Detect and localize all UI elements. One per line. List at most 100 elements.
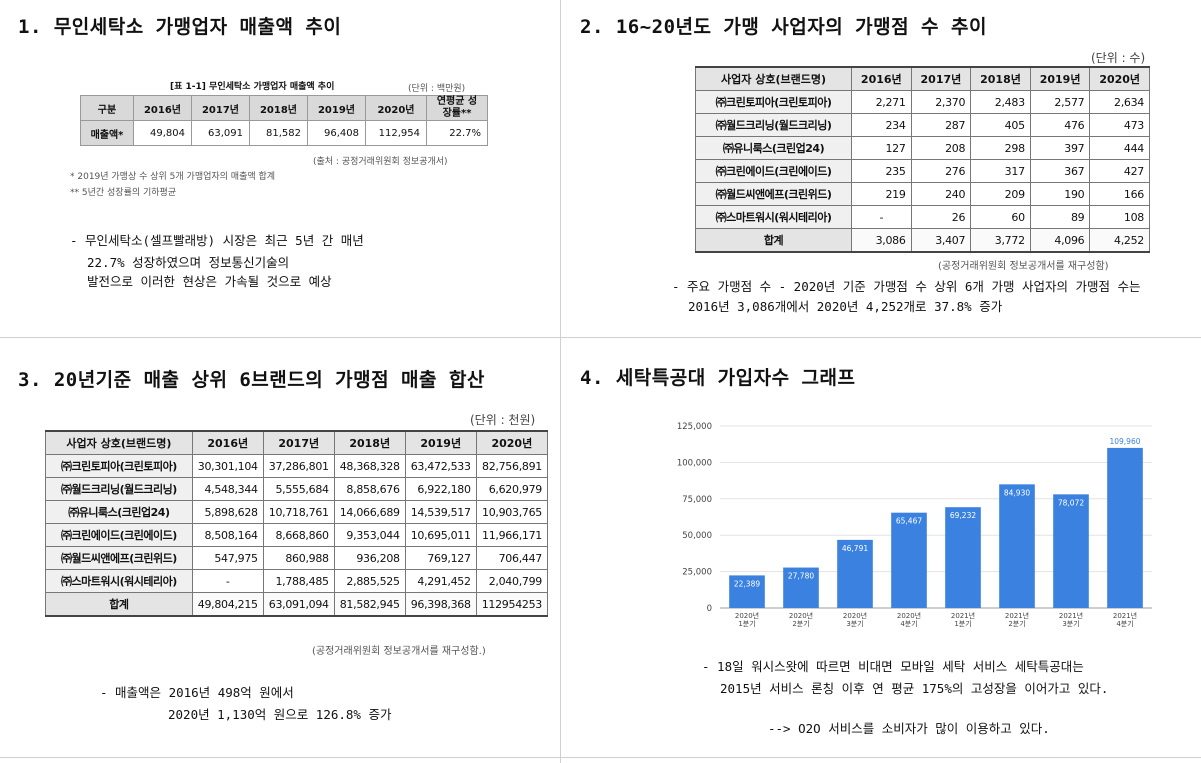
bar-value-label: 22,389 — [734, 579, 760, 588]
bar — [945, 507, 981, 608]
section2-source: (공정거래위원회 정보공개서를 재구성함) — [938, 261, 1109, 272]
table-header-cell: 2016년 — [133, 95, 192, 121]
table-cell: 11,966,171 — [475, 523, 549, 547]
table-cell: ㈜월드씨앤에프(크린위드) — [695, 182, 852, 206]
table-header-row: 사업자 상호(브랜드명) 2016년 2017년 2018년 2019년 202… — [45, 430, 549, 455]
section3-source: (공정거래위원회 정보공개서를 재구성함.) — [312, 646, 486, 657]
table-cell: 209 — [970, 182, 1031, 206]
x-tick-label: 2021년 — [1005, 611, 1029, 620]
table-cell: 473 — [1089, 113, 1150, 137]
table-cell: 22.7% — [426, 120, 488, 146]
bar — [729, 575, 765, 608]
x-tick-label: 3분기 — [1062, 619, 1079, 628]
section2-unit: (단위 : 수) — [1091, 51, 1146, 65]
table-cell: 2,370 — [910, 90, 972, 114]
table-cell: 49,804 — [133, 120, 192, 146]
y-tick-label: 125,000 — [677, 422, 712, 432]
table-row: ㈜스마트워시(워시테리아) -1,788,485 2,885,525 4,291,45… — [45, 569, 549, 593]
table-row: ㈜크린토피아(크린토피아) 2,271 2,370 2,483 2,577 2,634 — [695, 90, 1150, 114]
table-cell: 82,756,891 — [475, 454, 549, 478]
table-cell: 547,975 — [191, 546, 264, 570]
x-tick-label: 2021년 — [951, 611, 975, 620]
bar-value-label: 78,072 — [1058, 498, 1084, 507]
table-cell: 427 — [1089, 159, 1150, 183]
x-tick-label: 2021년 — [1059, 611, 1083, 620]
x-tick-label: 2020년 — [735, 611, 759, 620]
section1-footnote2: ** 5년간 성장률의 기하평균 — [70, 188, 177, 198]
section1-note-line3: 발전으로 이러한 현상은 가속될 것으로 예상 — [87, 274, 332, 289]
section3-sales-table: 사업자 상호(브랜드명) 2016년 2017년 2018년 2019년 202… — [45, 430, 549, 617]
subscriber-bar-chart: 0 25,000 50,000 75,000 100,000 125,000 22,389 2… — [677, 422, 1152, 628]
table-cell: 2,040,799 — [475, 569, 549, 593]
section1-sales-table: 구분 2016년 2017년 2018년 2019년 2020년 연평균 성장률… — [80, 95, 488, 146]
table-cell: 476 — [1029, 113, 1091, 137]
table-cell: ㈜유니룩스(크린업24) — [695, 136, 852, 160]
table-header-cell: 2018년 — [333, 430, 406, 455]
section2-heading: 2. 16~20년도 가맹 사업자의 가맹점 수 추이 — [580, 16, 987, 38]
table-cell: 10,718,761 — [262, 500, 335, 524]
table-cell: 208 — [910, 136, 972, 160]
section4-note-line1: - 18일 워시스왓에 따르면 비대면 모바일 세탁 서비스 세탁특공대는 — [702, 659, 1084, 674]
section3-note-line2: 2020년 1,130억 원으로 126.8% 증가 — [168, 707, 392, 722]
table-cell: 2,271 — [851, 90, 912, 114]
table-cell: 96,398,368 — [404, 592, 477, 617]
horizontal-divider — [0, 337, 1201, 338]
table-cell: 48,368,328 — [333, 454, 406, 478]
section1-source: (출처 : 공정거래위원회 정보공개서) — [313, 157, 448, 167]
section4-note-line3: --> O2O 서비스를 소비자가 많이 이용하고 있다. — [768, 721, 1050, 736]
table-cell: 89 — [1029, 205, 1091, 229]
section3-unit: (단위 : 천원) — [470, 413, 536, 427]
table-cell: ㈜크린토피아(크린토피아) — [45, 454, 193, 478]
section4-heading: 4. 세탁특공대 가입자수 그래프 — [580, 367, 856, 389]
table-cell: 769,127 — [404, 546, 477, 570]
table-cell: 2,885,525 — [333, 569, 406, 593]
y-tick-label: 75,000 — [682, 495, 712, 505]
table-cell: 매출액* — [80, 120, 134, 146]
table-row: ㈜월드씨앤에프(크린위드) 547,975 860,988 936,208 769,12… — [45, 546, 549, 570]
table-header-cell: 사업자 상호(브랜드명) — [695, 66, 852, 91]
table-cell: 14,539,517 — [404, 500, 477, 524]
table-cell: 3,086 — [851, 228, 912, 253]
section2-note-line2: 2016년 3,086개에서 2020년 4,252개로 37.8% 증가 — [688, 299, 1003, 314]
y-tick-label: 0 — [707, 604, 712, 614]
table-cell: 2,634 — [1089, 90, 1150, 114]
table-cell: 합계 — [45, 592, 193, 617]
table-cell: 3,407 — [910, 228, 972, 253]
table-cell: ㈜월드씨앤에프(크린위드) — [45, 546, 193, 570]
table-header-cell: 2016년 — [191, 430, 264, 455]
table-row: ㈜크린에이드(크린에이드) 235 276 317 367 427 — [695, 159, 1150, 183]
table-header-cell: 2018년 — [970, 66, 1031, 91]
table-row: ㈜월드크리닝(월드크리닝) 234 287 405 476 473 — [695, 113, 1150, 137]
section2-store-count-table: 사업자 상호(브랜드명) 2016년 2017년 2018년 2019년 202… — [695, 66, 1150, 253]
table-cell: 81,582 — [249, 120, 308, 146]
y-tick-label: 25,000 — [682, 568, 712, 578]
table-header-cell: 2019년 — [1029, 66, 1091, 91]
table-cell: 2,483 — [970, 90, 1031, 114]
table-header-cell: 2017년 — [262, 430, 335, 455]
table-cell: ㈜크린에이드(크린에이드) — [695, 159, 852, 183]
table-cell: 405 — [970, 113, 1031, 137]
table-cell: 4,548,344 — [191, 477, 264, 501]
x-tick-label: 1분기 — [738, 619, 755, 628]
bar — [1107, 447, 1143, 608]
table-cell: 1,788,485 — [262, 569, 335, 593]
table-cell: 4,252 — [1089, 228, 1150, 253]
table-cell: 936,208 — [333, 546, 406, 570]
table-cell: 63,091,094 — [262, 592, 335, 617]
table-cell: 298 — [970, 136, 1031, 160]
table-cell: 26 — [910, 205, 972, 229]
table-cell: 4,291,452 — [404, 569, 477, 593]
table-cell: 2,577 — [1029, 90, 1091, 114]
table-cell: 60 — [970, 205, 1031, 229]
table-row: ㈜월드크리닝(월드크리닝) 4,548,344 5,555,684 8,858,676… — [45, 477, 549, 501]
table-cell: 240 — [910, 182, 972, 206]
table-cell: 219 — [851, 182, 912, 206]
table-cell: ㈜유니룩스(크린업24) — [45, 500, 193, 524]
table-row: ㈜유니룩스(크린업24) 5,898,628 10,718,761 14,066,68… — [45, 500, 549, 524]
x-tick-label: 2021년 — [1113, 611, 1137, 620]
table-cell: - — [191, 569, 264, 593]
table-header-cell: 2019년 — [404, 430, 477, 455]
y-tick-label: 100,000 — [677, 458, 712, 468]
bar — [837, 539, 873, 608]
table-header-row: 사업자 상호(브랜드명) 2016년 2017년 2018년 2019년 202… — [695, 66, 1150, 91]
